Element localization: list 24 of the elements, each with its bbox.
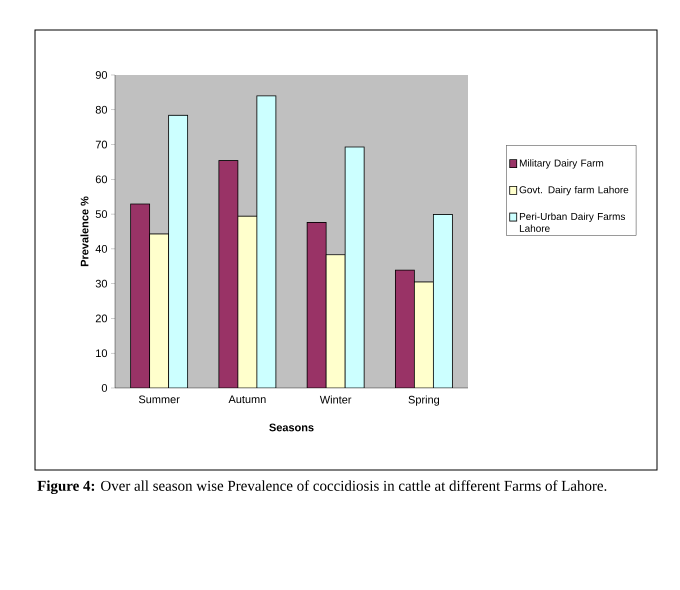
text: Figure 4: Over all season wise Prevalence of coccidiosis in cattle at different Farms of Lahore. [37, 480, 606, 494]
x-tick-label: Autumn [228, 396, 266, 404]
x-tick-label: Winter [320, 396, 352, 404]
y-tick-label: 10 [96, 349, 108, 358]
legend-label: Govt. Dairy farm Lahore [520, 186, 628, 196]
bar [326, 254, 346, 388]
y-tick-label: 90 [96, 71, 108, 79]
bar [149, 234, 170, 388]
y-tick-label: 0 [102, 384, 108, 392]
y-tick-label: 80 [96, 106, 108, 114]
legend-label: Military Dairy Farm [520, 159, 604, 169]
x-tick-label: Summer [138, 396, 180, 404]
y-tick-label: 70 [96, 140, 108, 148]
x-axis-title: Seasons [269, 424, 314, 432]
x-tick-label: Spring [408, 396, 440, 406]
y-tick-label: 20 [96, 314, 108, 322]
bar [414, 282, 434, 388]
y-tick-label: 40 [96, 245, 108, 253]
y-tick-label: 60 [96, 175, 108, 184]
y-tick-label: 30 [96, 280, 108, 288]
bar [237, 216, 258, 388]
legend-label: Peri-Urban Dairy Farms Lahore [520, 212, 626, 232]
y-tick-label: 50 [96, 210, 108, 218]
y-axis-title: Prevalence % [80, 196, 88, 266]
